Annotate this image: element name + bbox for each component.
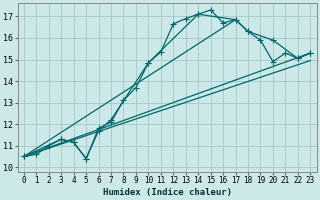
X-axis label: Humidex (Indice chaleur): Humidex (Indice chaleur): [103, 188, 232, 197]
